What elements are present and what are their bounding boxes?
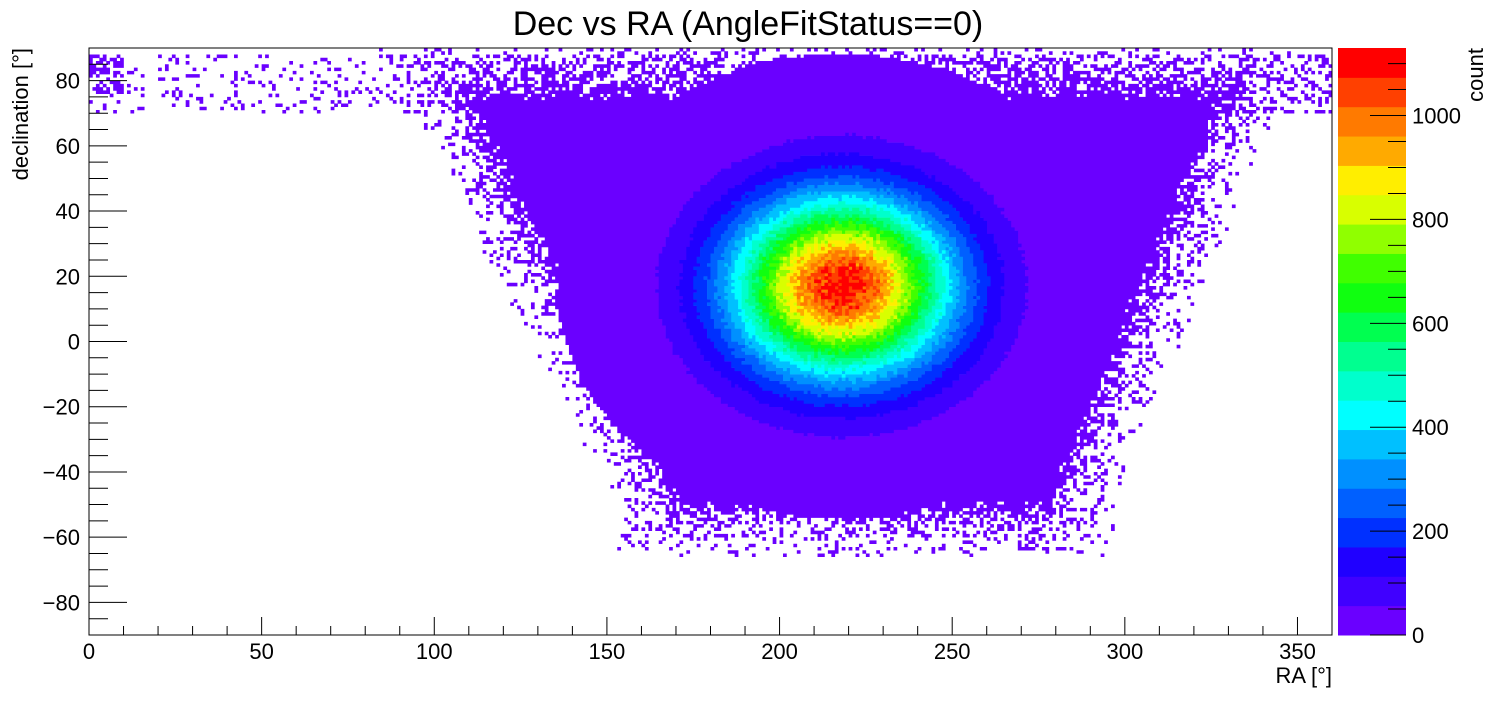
y-tick-label: −80 — [43, 590, 80, 615]
heatmap-cell — [814, 263, 867, 310]
y-tick-label: 60 — [56, 134, 80, 159]
colorbar-segment — [1338, 605, 1406, 636]
colorbar-segment — [1338, 194, 1406, 225]
colorbar-segment — [1338, 77, 1406, 108]
colorbar-tick-label: 0 — [1412, 623, 1424, 648]
colorbar-tick-label: 200 — [1412, 519, 1449, 544]
colorbar-segment — [1338, 312, 1406, 342]
y-axis: −80 −60 −40 −20 0 20 40 60 80 — [43, 47, 127, 636]
x-tick-label: 300 — [1106, 639, 1143, 664]
y-tick-label: −20 — [43, 395, 80, 420]
x-tick-label: 200 — [761, 639, 798, 664]
x-tick-label: 150 — [589, 639, 626, 664]
heatmap-cell — [796, 250, 887, 323]
colorbar-segment — [1338, 400, 1406, 431]
x-axis: 0 50 100 150 200 250 300 350 — [83, 617, 1333, 664]
colorbar-segment — [1338, 253, 1406, 284]
x-tick-label: 100 — [416, 639, 453, 664]
heatmap-cell-group — [807, 256, 880, 316]
heatmap-cell-group — [789, 243, 894, 329]
heatmap-cell-group — [796, 250, 887, 323]
colorbar-segment — [1338, 370, 1406, 401]
colorbar-tick-label: 600 — [1412, 311, 1449, 336]
colorbar-segment — [1338, 224, 1406, 254]
x-axis-label: RA [°] — [1276, 663, 1332, 688]
heatmap-cell — [807, 256, 880, 316]
colorbar-segment — [1338, 576, 1406, 607]
colorbar-segment — [1338, 429, 1406, 460]
heatmap-cells — [89, 48, 1333, 558]
colorbar-tick-label: 800 — [1412, 207, 1449, 232]
colorbar-segment — [1338, 458, 1406, 489]
colorbar-segment — [1338, 106, 1406, 137]
x-tick-label: 350 — [1279, 639, 1316, 664]
colorbar-tick-label: 1000 — [1412, 104, 1461, 129]
heatmap-cell — [89, 48, 1333, 558]
colorbar-segment — [1338, 165, 1406, 196]
chart-title: Dec vs RA (AngleFitStatus==0) — [513, 5, 984, 43]
colorbar-segment — [1338, 488, 1406, 519]
colorbar-segment — [1338, 517, 1406, 548]
y-tick-label: 40 — [56, 199, 80, 224]
x-tick-label: 0 — [83, 639, 95, 664]
heatmap-cell-group — [814, 263, 867, 310]
heatmap-cell-group — [89, 48, 1333, 558]
y-axis-label: declination [°] — [8, 48, 33, 180]
heatmap-cell-group — [783, 240, 901, 336]
y-tick-label: 80 — [56, 69, 80, 94]
x-tick-label: 50 — [249, 639, 273, 664]
colorbar-segment — [1338, 546, 1406, 577]
colorbar-segment — [1338, 341, 1406, 372]
colorbar-label: count — [1463, 48, 1488, 102]
y-tick-label: 20 — [56, 264, 80, 289]
colorbar: 0 200 400 600 800 1000 — [1338, 48, 1461, 648]
colorbar-tick-label: 400 — [1412, 415, 1449, 440]
x-tick-label: 250 — [934, 639, 971, 664]
y-tick-label: −40 — [43, 460, 80, 485]
y-tick-label: 0 — [68, 330, 80, 355]
colorbar-segment — [1338, 48, 1406, 78]
colorbar-segment — [1338, 136, 1406, 166]
heatmap-cell — [789, 243, 894, 329]
heatmap-cell — [783, 240, 901, 336]
y-tick-label: −60 — [43, 525, 80, 550]
